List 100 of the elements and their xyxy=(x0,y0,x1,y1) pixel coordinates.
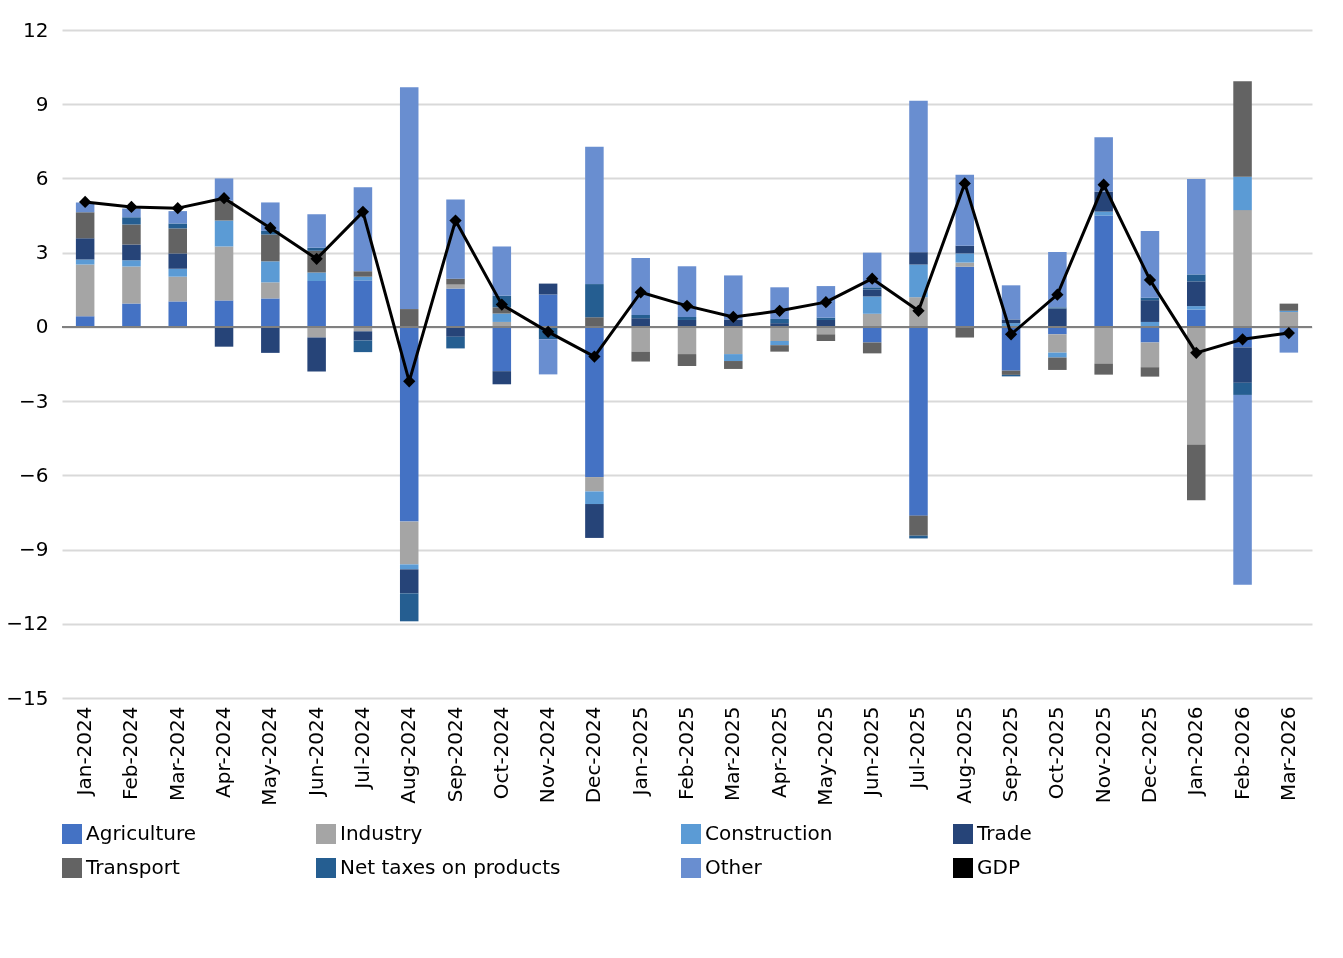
point xyxy=(79,195,92,209)
y-tick-label: −12 xyxy=(6,611,49,636)
bar xyxy=(261,326,280,353)
bar xyxy=(677,354,697,366)
point xyxy=(1004,328,1018,341)
bar xyxy=(168,223,187,229)
bar xyxy=(353,340,373,353)
bar xyxy=(1233,176,1252,211)
bar xyxy=(446,284,465,289)
x-tick-label: May-2024 xyxy=(257,706,282,806)
legend-label: Other xyxy=(705,855,763,879)
x-tick-label: Sep-2025 xyxy=(998,706,1023,803)
point xyxy=(1282,326,1295,340)
bar xyxy=(399,309,419,327)
bar xyxy=(955,326,975,338)
y-tick-label: 3 xyxy=(35,240,49,265)
bar xyxy=(353,271,373,277)
bar xyxy=(1187,309,1206,327)
bar xyxy=(1233,394,1252,585)
bar xyxy=(724,354,743,362)
bar xyxy=(214,220,234,247)
point xyxy=(1190,346,1203,359)
x-tick-label: Sep-2024 xyxy=(442,706,467,803)
x-tick-label: Jan-2025 xyxy=(627,706,652,798)
bar xyxy=(168,301,187,327)
point xyxy=(588,350,601,363)
bar xyxy=(261,298,280,327)
legend-label: GDP xyxy=(977,855,1020,879)
bar xyxy=(399,569,419,594)
bar xyxy=(1094,211,1113,216)
bar xyxy=(353,331,373,341)
bar xyxy=(538,294,558,327)
bar xyxy=(261,282,280,299)
bar xyxy=(399,326,419,522)
x-tick-label: Nov-2024 xyxy=(535,706,560,804)
bar xyxy=(1140,342,1160,368)
bar xyxy=(1279,303,1299,311)
bar xyxy=(1187,326,1206,445)
point xyxy=(634,286,647,299)
bar xyxy=(909,515,928,536)
bar xyxy=(75,264,95,317)
bar xyxy=(1094,363,1113,375)
legend-label: Agriculture xyxy=(86,821,196,845)
point xyxy=(1051,288,1064,301)
point xyxy=(727,310,740,324)
bar xyxy=(585,326,604,478)
point xyxy=(403,375,416,388)
bar xyxy=(122,303,141,327)
bar xyxy=(1094,215,1113,327)
bar xyxy=(862,287,882,290)
bar xyxy=(1187,178,1206,275)
bar xyxy=(122,266,141,304)
x-tick-label: Mar-2024 xyxy=(164,706,189,802)
bar xyxy=(214,326,234,347)
bar xyxy=(1187,444,1206,501)
bar xyxy=(909,100,928,253)
bar xyxy=(492,326,512,372)
bar xyxy=(399,593,419,622)
point xyxy=(125,200,138,214)
bar xyxy=(353,280,373,327)
bar xyxy=(1001,370,1021,375)
bar xyxy=(399,564,419,570)
bar xyxy=(168,253,187,269)
x-tick-label: Jan-2024 xyxy=(72,706,97,798)
bar xyxy=(585,477,604,492)
x-tick-label: Jul-2024 xyxy=(349,706,374,791)
bar xyxy=(1187,281,1206,307)
x-tick-label: Mar-2026 xyxy=(1275,706,1300,802)
bar xyxy=(261,261,280,283)
x-tick-label: Dec-2024 xyxy=(581,706,606,804)
bar xyxy=(816,334,836,341)
bar xyxy=(1001,285,1021,320)
bar xyxy=(492,246,512,296)
bar xyxy=(1187,306,1206,310)
bar xyxy=(168,268,187,277)
legend-label: Transport xyxy=(85,855,181,879)
x-tick-label: Oct-2024 xyxy=(488,706,513,800)
bar xyxy=(446,288,465,327)
y-tick-label: 9 xyxy=(35,91,49,116)
bar xyxy=(122,260,141,267)
bar xyxy=(214,200,234,221)
y-tick-label: −6 xyxy=(19,462,49,487)
bar xyxy=(631,326,650,352)
x-tick-label: Apr-2024 xyxy=(211,706,236,798)
bar xyxy=(492,313,512,322)
bar xyxy=(1233,81,1252,177)
point xyxy=(866,272,879,285)
bar xyxy=(585,317,604,327)
bar xyxy=(122,244,141,261)
bar xyxy=(677,316,697,320)
bar xyxy=(168,228,187,254)
bar xyxy=(770,345,789,352)
bar xyxy=(909,326,928,516)
legend-label: Net taxes on products xyxy=(340,855,561,879)
x-tick-label: Jun-2024 xyxy=(303,706,328,798)
bar xyxy=(538,339,558,375)
y-tick-label: 6 xyxy=(35,165,49,190)
x-tick-label: Dec-2025 xyxy=(1136,706,1161,804)
point xyxy=(217,192,231,205)
bar xyxy=(1048,308,1067,327)
